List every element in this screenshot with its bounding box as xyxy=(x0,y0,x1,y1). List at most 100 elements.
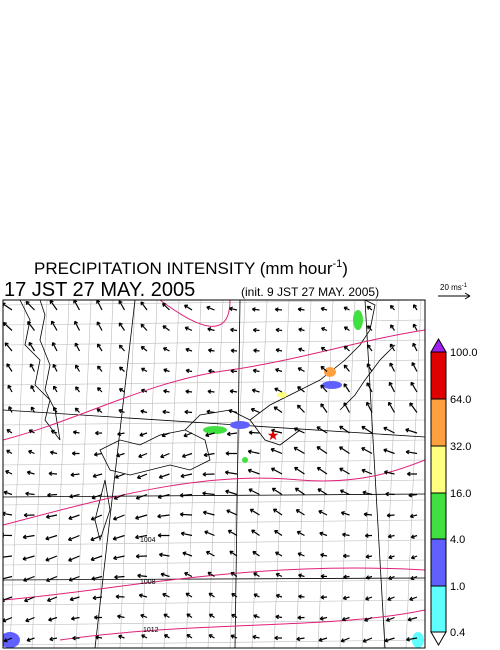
title-sup: -1 xyxy=(332,258,342,270)
wind-arrow xyxy=(339,467,350,475)
wind-arrow xyxy=(248,430,260,435)
wind-arrow xyxy=(113,555,125,561)
wind-arrow xyxy=(386,513,395,518)
wind-arrow xyxy=(4,342,13,352)
wind-arrow xyxy=(250,407,260,414)
wind-arrow xyxy=(3,555,13,560)
wind-arrow xyxy=(140,388,148,393)
grid-line xyxy=(141,300,158,648)
wind-arrow xyxy=(253,614,260,619)
wind-arrow xyxy=(249,508,260,516)
wind-arrow xyxy=(3,616,13,623)
wind-arrow xyxy=(230,348,238,353)
wind-arrow xyxy=(317,488,328,496)
wind-arrow xyxy=(205,432,215,438)
wind-arrow xyxy=(253,348,260,353)
grid-line xyxy=(3,639,425,646)
cbar-top-triangle xyxy=(430,337,447,353)
wind-arrow xyxy=(8,406,13,413)
isobar xyxy=(3,329,425,441)
wind-arrow xyxy=(207,389,215,394)
wind-arrow xyxy=(385,491,395,497)
wind-arrow xyxy=(366,363,373,372)
wind-arrow xyxy=(275,367,283,373)
wind-arrow xyxy=(409,513,418,519)
wind-arrow xyxy=(140,613,148,619)
wind-arrow xyxy=(362,637,373,643)
wind-arrow xyxy=(180,473,193,479)
wind-arrow xyxy=(52,385,58,393)
map-body: 1004 1008 1012 ★ xyxy=(3,300,425,648)
wind-arrow xyxy=(297,615,305,620)
wind-arrow xyxy=(184,326,193,332)
wind-arrow xyxy=(28,341,36,352)
title-main: PRECIPITATION INTENSITY (mm hour xyxy=(34,259,333,278)
wind-arrow xyxy=(73,320,81,331)
wind-arrow xyxy=(117,431,125,437)
wind-arrow xyxy=(252,550,260,557)
wind-arrow xyxy=(231,593,238,598)
wind-arrow xyxy=(343,306,350,311)
wind-arrow xyxy=(387,534,395,539)
wind-arrow xyxy=(274,635,283,641)
wind-arrow xyxy=(163,388,170,394)
precip-area xyxy=(412,632,424,648)
wind-arrow xyxy=(361,425,373,434)
wind-arrow xyxy=(68,575,80,582)
wind-arrow xyxy=(25,616,35,623)
wind-arrow xyxy=(297,552,305,557)
wind-arrow xyxy=(161,432,170,438)
wind-arrow xyxy=(91,575,103,581)
grid-line xyxy=(3,579,425,586)
wind-arrow xyxy=(275,593,283,599)
wind-arrow xyxy=(162,325,170,331)
wind-arrow xyxy=(343,326,350,331)
wind-arrow xyxy=(340,637,350,643)
wind-arrow xyxy=(343,574,350,580)
colorbar-label: 16.0 xyxy=(450,488,471,500)
wind-arrow xyxy=(73,300,81,311)
colorbar: 100.0 64.0 32.0 16.0 4.0 1.0 0.4 xyxy=(430,337,478,647)
wind-arrow xyxy=(162,409,170,415)
wind-arrow xyxy=(75,364,81,372)
wind-arrow xyxy=(272,508,283,516)
wind-arrow xyxy=(225,489,238,496)
wind-arrow xyxy=(296,530,305,537)
wind-arrow xyxy=(93,615,103,620)
wind-arrow xyxy=(162,302,170,311)
wind-arrow xyxy=(67,534,80,542)
wind-arrow xyxy=(163,634,170,639)
grid-line xyxy=(185,300,202,648)
wind-arrow xyxy=(45,555,58,562)
wind-arrow xyxy=(69,493,80,499)
grid-line xyxy=(207,300,224,648)
wind-arrow xyxy=(366,325,373,331)
wind-arrow xyxy=(140,323,148,331)
wind-arrow xyxy=(226,509,238,516)
wind-arrow xyxy=(275,348,283,353)
wind-arrow xyxy=(7,384,13,393)
wind-arrow xyxy=(117,614,125,619)
wind-arrow xyxy=(405,449,418,455)
wind-arrow xyxy=(115,594,125,599)
wind-arrow xyxy=(5,470,13,475)
wind-arrow xyxy=(296,636,305,642)
colorbar-label: 0.4 xyxy=(450,627,465,639)
wind-arrow xyxy=(409,402,418,413)
wind-arrow xyxy=(294,466,305,475)
wind-arrow xyxy=(274,530,283,537)
wind-arrow xyxy=(116,452,125,458)
wind-arrow xyxy=(114,574,125,580)
wind-arrow xyxy=(29,363,36,372)
wind-arrow xyxy=(92,473,103,479)
wind-arrow xyxy=(207,327,215,332)
wind-arrow xyxy=(182,551,193,557)
wind-arrow xyxy=(112,534,125,541)
precip-area xyxy=(3,632,20,648)
wind-arrow xyxy=(157,533,170,538)
wind-arrow xyxy=(320,552,328,558)
wind-arrow xyxy=(387,596,395,601)
grid-line xyxy=(3,519,425,526)
cbar-cell xyxy=(430,398,447,447)
